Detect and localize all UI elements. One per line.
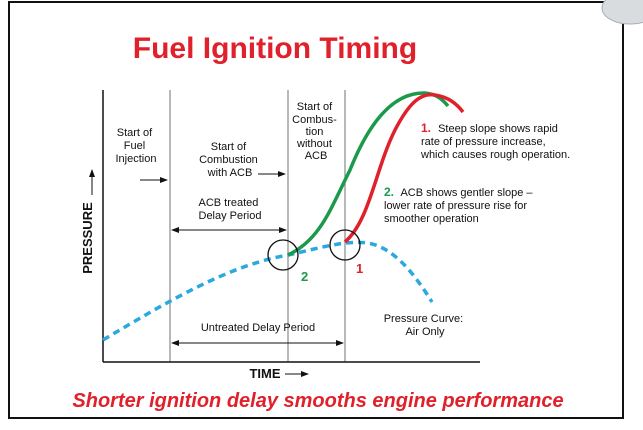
phase-label: Start of Combus- tion without ACB (292, 101, 340, 162)
period-label: ACB treated Delay Period (199, 197, 262, 222)
phase-label: Start of Combustion with ACB (199, 141, 261, 179)
note: 1. Steep slope shows rapid rate of press… (420, 121, 570, 161)
no-acb-curve (343, 92, 465, 244)
footer: Shorter ignition delay smooths engine pe… (72, 390, 563, 412)
frame (8, 1, 624, 419)
marker-label: 2 (301, 269, 308, 284)
phase-label: Start of Fuel Injection (116, 127, 157, 165)
air-curve (102, 240, 434, 342)
x-axis-title: TIME (249, 366, 280, 381)
title: Fuel Ignition Timing (133, 32, 417, 65)
air-curve-label: Pressure Curve: Air Only (384, 313, 467, 338)
marker-circle (329, 229, 361, 261)
phase-lines (169, 90, 346, 362)
marker-label: 1 (356, 261, 363, 276)
marker-circle (267, 239, 299, 271)
note: 2. ACB shows gentler slope – lower rate … (384, 185, 536, 225)
period-label: Untreated Delay Period (201, 322, 315, 334)
corner-badge (601, 0, 643, 25)
y-axis-title: PRESSURE (80, 202, 95, 274)
